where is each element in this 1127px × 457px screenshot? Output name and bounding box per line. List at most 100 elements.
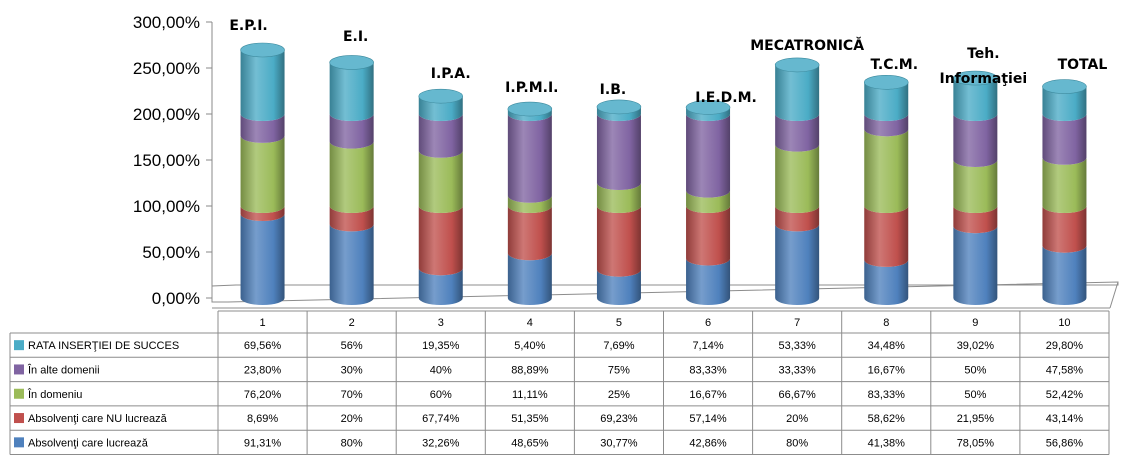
bar-segment xyxy=(240,135,285,213)
bar-segment xyxy=(329,114,374,149)
bar-stack-3 xyxy=(418,88,464,305)
table-data-cell: 78,05% xyxy=(957,437,995,449)
legend-swatch xyxy=(14,413,24,424)
legend-label: Absolvenţi care NU lucrează xyxy=(28,413,168,425)
legend-label: În domeniu xyxy=(27,388,82,401)
table-data-cell: 29,80% xyxy=(1046,340,1084,352)
legend-swatch xyxy=(14,388,24,399)
bar-segment xyxy=(1042,206,1087,253)
table-header-cell: 7 xyxy=(794,317,800,329)
table-header-cell: 10 xyxy=(1058,317,1070,329)
y-tick-label: 300,00% xyxy=(133,13,200,32)
table-data-cell: 7,14% xyxy=(692,340,723,352)
table-data-cell: 47,58% xyxy=(1046,364,1084,376)
table-header-cell: 1 xyxy=(259,317,265,329)
table-data-cell: 34,48% xyxy=(868,340,906,352)
table-data-cell: 70% xyxy=(341,389,363,401)
bar-top-cap xyxy=(596,99,642,115)
bar-segment xyxy=(1042,157,1087,214)
bar-segment xyxy=(1042,114,1087,165)
table-data-cell: 80% xyxy=(786,437,808,449)
category-name-label: Teh. Informaţiei xyxy=(940,46,1028,87)
category-name-label: I.E.D.M. xyxy=(695,90,757,106)
table-data-cell: 69,56% xyxy=(244,340,282,352)
bar-segment xyxy=(329,141,374,214)
category-name-label: T.C.M. xyxy=(870,57,918,73)
bar-segment xyxy=(775,64,820,122)
table-data-cell: 56% xyxy=(341,340,363,352)
table-data-cell: 48,65% xyxy=(511,437,549,449)
bar-stack-5 xyxy=(596,99,642,305)
bar-top-cap xyxy=(774,57,820,73)
table-header-cell: 2 xyxy=(349,317,355,329)
bar-top-cap xyxy=(953,70,998,86)
bar-segment xyxy=(1042,86,1087,122)
table-data-cell: 66,67% xyxy=(778,389,816,401)
bar-segment xyxy=(686,258,731,305)
bar-stack-4 xyxy=(507,101,553,305)
table-header-cell: 5 xyxy=(616,317,622,329)
bar-stack-9 xyxy=(953,70,998,305)
bar-stack-6 xyxy=(685,100,731,305)
bar-segment xyxy=(953,78,998,122)
bar-segment xyxy=(775,144,820,214)
bar-top-cap xyxy=(240,42,285,58)
bar-segment xyxy=(953,206,998,234)
category-name-label: E.I. xyxy=(343,29,368,45)
bar-top-cap xyxy=(418,88,464,104)
bar-segment xyxy=(240,213,285,305)
bar-stack-7 xyxy=(774,57,820,305)
table-data-cell: 53,33% xyxy=(778,340,816,352)
table-data-cell: 57,14% xyxy=(689,413,727,425)
category-labels: E.P.I. E.I. I.P.A. I.P.M.I. I.B. I.E.D.M. MECA… xyxy=(229,18,1107,106)
bar-top-cap xyxy=(1042,79,1087,94)
data-table: 1 2 3 4 5 6 7 8 9 10 RATA INSERŢIEI DE SUCCES 69,56… xyxy=(9,310,1110,455)
table-data-cell: 91,31% xyxy=(244,437,282,449)
table-data-cell: 8,69% xyxy=(247,413,278,425)
category-name-label: I.P.A. xyxy=(431,66,471,82)
bar-segment xyxy=(953,160,998,214)
bar-segment xyxy=(507,206,552,261)
table-header-cell: 3 xyxy=(438,317,444,329)
bar-segment xyxy=(507,195,552,214)
table-data-cell: 56,86% xyxy=(1046,437,1084,449)
bar-segment xyxy=(418,268,463,305)
table-data-cell: 83,33% xyxy=(689,364,727,376)
table-data-cell: 7,69% xyxy=(603,340,634,352)
table-data-cell: 33,33% xyxy=(778,364,816,376)
table-data-cell: 80% xyxy=(341,437,363,449)
legend-swatch xyxy=(14,340,24,351)
legend-label: Absolvenţi care lucrează xyxy=(28,437,149,449)
table-data-cell: 42,86% xyxy=(689,437,727,449)
bar-segment xyxy=(686,206,731,266)
bar-stack-10 xyxy=(1042,79,1087,305)
table-data-cell: 60% xyxy=(430,389,452,401)
table-data-cell: 19,35% xyxy=(422,340,460,352)
bar-top-cap xyxy=(329,55,374,70)
bar-top-cap xyxy=(685,100,731,115)
bar-segment xyxy=(329,224,374,305)
bar-segment xyxy=(864,259,909,305)
bars-group xyxy=(240,42,1087,305)
table-data-cell: 58,62% xyxy=(868,413,906,425)
table-data-cell: 5,40% xyxy=(514,340,545,352)
bar-segment xyxy=(953,226,998,305)
bar-stack-8 xyxy=(863,74,909,305)
table-data-cell: 39,02% xyxy=(957,340,995,352)
table-data-cell: 20% xyxy=(341,413,363,425)
bar-segment xyxy=(418,114,463,158)
table-data-cell: 21,95% xyxy=(957,413,995,425)
category-name-label: TOTAL xyxy=(1058,57,1108,73)
legend-label: În alte domenii xyxy=(27,363,100,376)
table-data-cell: 51,35% xyxy=(511,413,549,425)
table-header-cell: 9 xyxy=(972,317,978,329)
bar-segment xyxy=(596,269,641,305)
category-name-label: I.P.M.I. xyxy=(505,80,558,96)
table-data-cell: 69,23% xyxy=(600,413,638,425)
table-data-cell: 40% xyxy=(430,364,452,376)
legend-label: RATA INSERŢIEI DE SUCCES xyxy=(28,340,179,352)
bar-segment xyxy=(864,129,909,214)
bar-segment xyxy=(418,150,463,214)
bar-stack-2 xyxy=(329,55,374,305)
